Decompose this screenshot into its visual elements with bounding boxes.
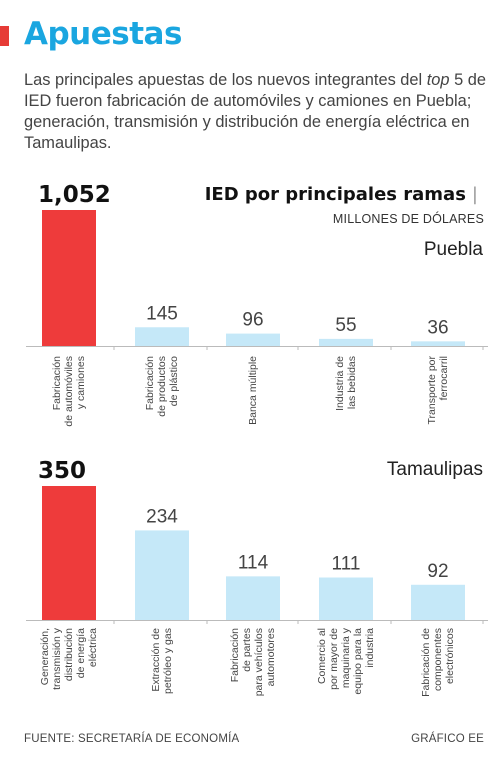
category-label: de productos xyxy=(156,356,168,417)
category-label: eléctrica xyxy=(87,628,99,667)
chart-unit: MILLONES DE DÓLARES xyxy=(332,212,484,226)
category-label: ferrocarril xyxy=(438,356,450,400)
data-label: 1,052 xyxy=(38,182,111,208)
source-note: FUENTE: SECRETARÍA DE ECONOMÍA xyxy=(24,733,240,745)
category-label: Transporte por xyxy=(426,356,438,425)
category-label: de partes xyxy=(241,628,253,672)
intro-text-italic: top xyxy=(426,71,450,89)
data-label: 111 xyxy=(332,554,361,575)
category-label: equipo para la xyxy=(352,628,364,695)
category-label: automotores xyxy=(265,628,277,686)
category-label: y camiones xyxy=(75,356,87,409)
category-label: las bebidas xyxy=(346,356,358,409)
data-label: 145 xyxy=(146,303,178,324)
category-label: Fabricación de xyxy=(420,628,432,697)
data-label: 36 xyxy=(427,317,448,338)
category-label: de energía xyxy=(75,628,87,678)
page-title: Apuestas xyxy=(24,16,182,52)
data-label: 350 xyxy=(38,458,86,484)
data-label: 55 xyxy=(335,315,356,336)
bar xyxy=(319,338,373,346)
bar xyxy=(135,327,189,346)
category-label: Generación, xyxy=(39,628,51,685)
intro-text-a: Las principales apuestas de los nuevos i… xyxy=(24,71,427,89)
category-label: Extracción de xyxy=(150,628,162,692)
category-label: de automóviles xyxy=(63,356,75,427)
graphic-credit: GRÁFICO EE xyxy=(411,733,484,745)
category-label: petróleo y gas xyxy=(162,628,174,694)
bar xyxy=(226,576,280,620)
category-label: transmisión y xyxy=(51,627,63,690)
category-label: Industria de xyxy=(334,356,346,411)
category-label: componentes xyxy=(432,628,444,691)
category-label: Fabricación xyxy=(51,356,63,410)
bar xyxy=(411,341,465,346)
chart-title-text: IED por principales ramas xyxy=(204,184,466,205)
chart-title: IED por principales ramas | xyxy=(205,184,478,205)
category-label: maquinaria y xyxy=(340,627,352,688)
intro-text: Las principales apuestas de los nuevos i… xyxy=(24,70,486,154)
bar xyxy=(42,486,96,620)
category-label: distribución xyxy=(63,628,75,681)
category-label: electrónicos xyxy=(444,628,456,684)
category-label: por mayor de xyxy=(328,628,340,690)
category-label: Comercio al xyxy=(316,628,328,684)
category-label: Banca múltiple xyxy=(247,356,259,425)
chart-panel-1: Tamaulipas 350 Generación, transmisión y dis… xyxy=(26,458,488,697)
title-accent-bar xyxy=(0,26,9,46)
intro-text-b: 5 de IED fueron fabricación de automóvil… xyxy=(24,71,487,152)
category-label: para vehículos xyxy=(253,628,265,696)
category-label: Fabricación xyxy=(229,628,241,682)
category-label: Fabricación xyxy=(144,356,156,410)
data-label: 96 xyxy=(242,310,263,331)
bar xyxy=(319,577,373,620)
bar xyxy=(42,210,96,346)
data-label: 114 xyxy=(238,552,269,573)
data-label: 92 xyxy=(427,561,448,582)
data-label: 234 xyxy=(146,506,178,527)
category-label: industria xyxy=(364,628,376,668)
panel-name: Puebla xyxy=(424,239,484,260)
bar xyxy=(411,584,465,620)
category-label: de plástico xyxy=(168,356,180,406)
panel-name: Tamaulipas xyxy=(387,459,483,480)
bar xyxy=(226,333,280,346)
chart-title-mark: | xyxy=(471,184,478,205)
bar xyxy=(135,530,189,620)
